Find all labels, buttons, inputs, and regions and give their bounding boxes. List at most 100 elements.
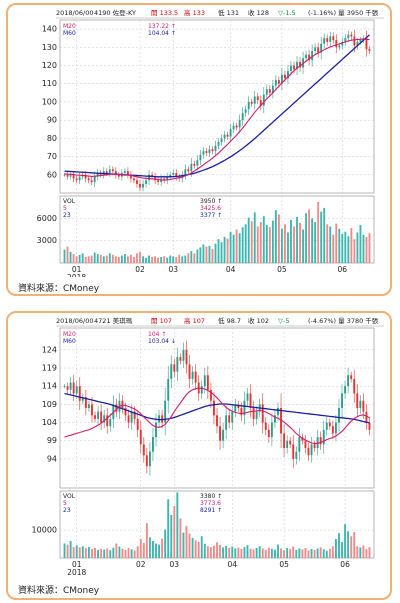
candle-body [277,80,280,84]
volume-bar [247,217,250,263]
volume-bar [273,549,276,558]
candle-body [332,36,335,41]
candle-body [323,38,326,44]
candle-body [208,149,211,153]
candle-body [91,404,93,416]
candle-body [217,142,220,146]
candle-body [261,404,264,423]
volume-legend-name: 5 [63,500,67,507]
volume-legend-name: VOL [63,198,76,205]
volume-tick-label: 3000 [37,236,57,245]
volume-legend-value: 3950 ↑ [200,198,222,205]
volume-bar [130,254,132,263]
volume-bar [229,231,232,263]
volume-bar [81,253,84,263]
volume-bar [220,242,223,263]
ma-legend-value: 137.22 ↑ [148,23,176,30]
candle-body [157,180,160,183]
volume-bar [87,256,90,263]
candle-body [311,50,314,61]
candle-body [139,183,141,188]
month-label: 02 [135,265,145,274]
header-low: 低 98.7 [218,316,241,325]
volume-bar [277,544,279,558]
candle-body [176,357,179,372]
volume-bar [121,548,124,558]
volume-tick-label: 6000 [37,214,57,223]
ma-legend-name: M60 [63,30,76,37]
volume-bar [253,212,256,263]
candle-body [142,444,145,456]
candle-body [262,94,265,106]
candle-body [238,120,241,128]
volume-legend-value: 3380 ↑ [200,493,222,500]
volume-bar [97,549,100,558]
volume-legend-value: 8291 ↑ [200,507,222,514]
candle-body [115,404,118,412]
volume-bar [290,219,292,263]
candle-body [265,89,268,95]
candle-body [277,408,279,416]
volume-bar [136,546,139,558]
candle-body [166,176,169,181]
volume-bar [326,224,329,263]
volume-bar [142,256,144,263]
volume-bar [347,531,350,558]
candle-body [199,154,202,161]
candle-body [290,65,292,71]
volume-bar [243,547,246,558]
volume-bar [304,547,307,558]
candle-body [182,349,185,361]
volume-bar [172,256,175,263]
volume-legend-value: 3377 ↑ [200,212,222,219]
month-label: 05 [277,265,287,274]
candle-body [317,47,320,53]
candle-body [155,422,157,438]
volume-bar [287,232,289,263]
volume-bar [133,257,135,263]
month-label: 01 [72,265,82,274]
month-label: 05 [279,560,289,569]
candle-body [298,437,301,452]
volume-bar [214,243,217,263]
candle-body [280,408,282,434]
volume-bar [87,547,90,558]
price-tick-label: 114 [42,382,57,391]
candle-body [313,444,316,448]
volume-legend-value: 3773.6 [200,500,221,507]
volume-bar [283,550,286,558]
volume-bar [108,253,111,263]
candle-body [75,178,78,181]
volume-bar [99,254,102,263]
volume-bar [284,224,286,263]
candle-body [241,112,244,121]
volume-bar [365,236,368,263]
candle-body [63,386,66,387]
volume-bar [72,547,75,558]
volume-bar [199,247,202,263]
price-tick-label: 119 [42,364,57,373]
candle-body [225,415,228,430]
volume-bar [114,256,117,263]
source-label: 資料來源：CMoney [18,284,100,294]
price-tick-label: 80 [47,134,57,143]
volume-bar [75,545,78,558]
candle-body [154,176,157,181]
candle-body [97,411,100,419]
candle-body [280,74,283,84]
volume-bar [314,222,317,263]
volume-bar [118,546,121,558]
volume-bar [78,254,81,263]
volume-bar [145,523,148,558]
candle-body [274,80,277,86]
candle-body [344,386,347,394]
candle-body [206,375,209,390]
candle-body [368,49,371,51]
candle-body [111,169,114,172]
volume-bar [112,547,115,558]
candle-body [305,54,308,59]
volume-bar [310,549,313,558]
volume-bar [178,254,181,263]
volume-bar [316,548,319,558]
candle-body [105,171,108,173]
